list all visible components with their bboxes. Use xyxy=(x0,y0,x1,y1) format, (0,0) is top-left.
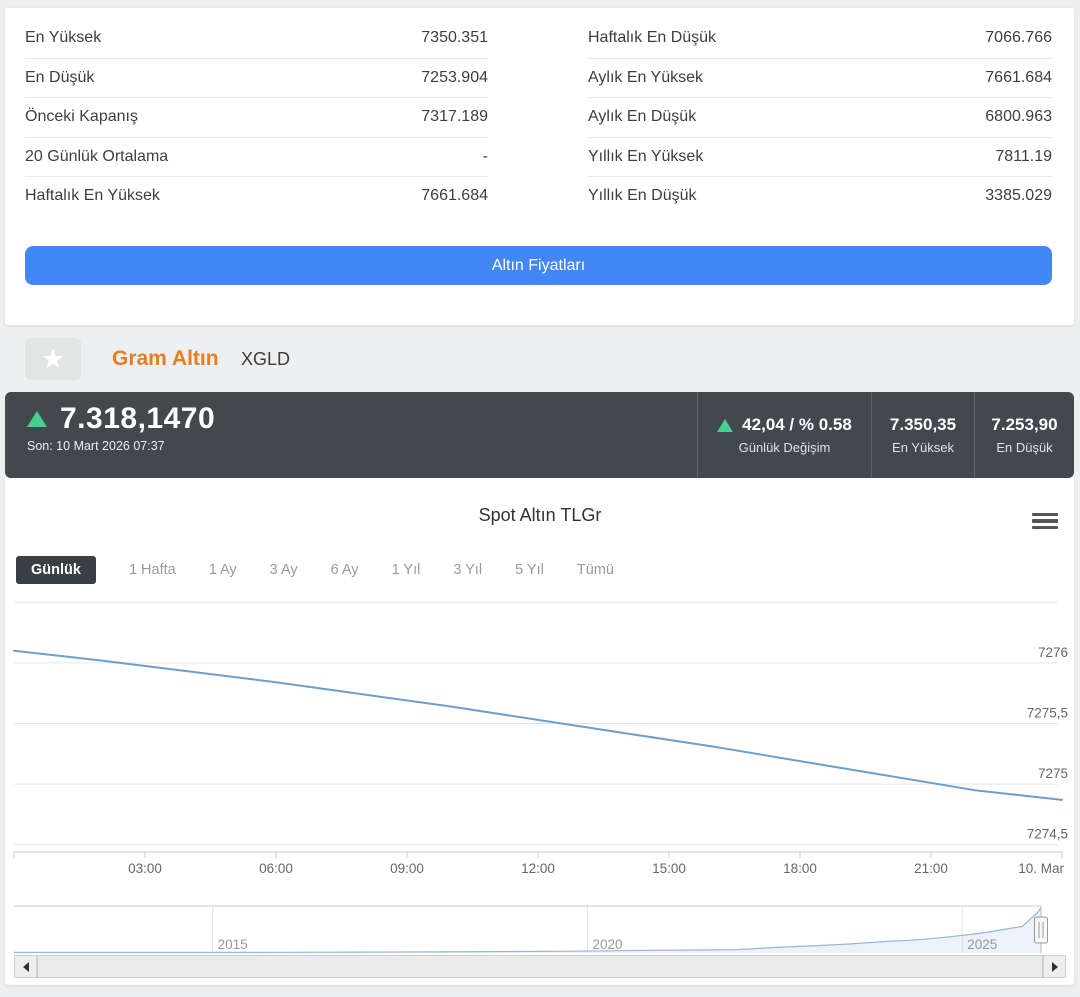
up-arrow-icon xyxy=(717,418,734,432)
stat-label: Aylık En Yüksek xyxy=(588,68,704,86)
y-axis-label: 7275 xyxy=(1038,766,1068,781)
range-tab-gunluk[interactable]: Günlük xyxy=(16,556,96,584)
stat-label: Yıllık En Yüksek xyxy=(588,147,704,165)
scroll-left-button[interactable] xyxy=(15,956,37,977)
scroll-right-button[interactable] xyxy=(1043,956,1065,977)
instrument-code: XGLD xyxy=(241,349,291,369)
y-axis-label: 7275,5 xyxy=(1027,706,1068,721)
chart-card xyxy=(5,478,1074,985)
x-axis-label: 10. Mar xyxy=(1018,861,1064,876)
x-axis-label: 12:00 xyxy=(521,861,555,876)
day-low-label: En Düşük xyxy=(996,440,1053,455)
y-axis-label: 7274,5 xyxy=(1027,827,1068,842)
stat-row: Haftalık En Yüksek 7661.684 xyxy=(25,177,488,216)
price-block: 7.318,1470 Son: 10 Mart 2026 07:37 xyxy=(27,402,215,453)
gold-prices-button[interactable]: Altın Fiyatları xyxy=(25,246,1052,285)
stat-label: 20 Günlük Ortalama xyxy=(25,147,169,165)
stat-value: 7661.684 xyxy=(985,68,1052,86)
stats-column-left: En Yüksek 7350.351 En Düşük 7253.904 Önc… xyxy=(25,19,488,216)
stat-row: Önceki Kapanış 7317.189 xyxy=(25,98,488,138)
range-tab-6ay[interactable]: 6 Ay xyxy=(330,562,359,578)
chart-title: Spot Altın TLGr xyxy=(478,505,602,525)
stat-label: En Düşük xyxy=(25,68,95,86)
range-tab-1yil[interactable]: 1 Yıl xyxy=(391,562,421,578)
scrollbar-thumb[interactable] xyxy=(37,956,1043,977)
price-bar-cells: 42,04 / % 0.58 Günlük Değişim 7.350,35 E… xyxy=(697,392,1074,478)
navigator-area-fill xyxy=(14,907,1041,953)
hamburger-icon xyxy=(1032,525,1058,530)
day-high-value: 7.350,35 xyxy=(889,415,957,434)
stat-value: 7317.189 xyxy=(421,108,488,126)
x-axis-label: 03:00 xyxy=(128,861,162,876)
up-arrow-icon xyxy=(27,411,47,427)
stat-row: 20 Günlük Ortalama - xyxy=(25,138,488,177)
stat-row: Yıllık En Düşük 3385.029 xyxy=(588,177,1052,216)
stat-value: 7661.684 xyxy=(421,187,488,205)
stats-column-right: Haftalık En Düşük 7066.766 Aylık En Yüks… xyxy=(588,19,1052,216)
day-low-value: 7.253,90 xyxy=(991,415,1058,434)
x-axis-label: 18:00 xyxy=(783,861,817,876)
price-series-line xyxy=(13,649,1063,801)
chart-scrollbar[interactable] xyxy=(14,955,1066,978)
favorite-button[interactable]: ★ xyxy=(25,338,81,380)
navigator-year-label: 2015 xyxy=(218,937,248,952)
stat-label: Önceki Kapanış xyxy=(25,108,138,126)
navigator-area[interactable] xyxy=(14,906,1041,953)
stat-value: 7066.766 xyxy=(985,29,1052,47)
stat-value: 6800.963 xyxy=(985,108,1052,126)
stat-label: Yıllık En Düşük xyxy=(588,187,697,205)
stat-label: En Yüksek xyxy=(25,29,102,47)
stat-value: 7253.904 xyxy=(421,68,488,86)
stat-row: Yıllık En Yüksek 7811.19 xyxy=(588,138,1052,177)
stat-row: En Yüksek 7350.351 xyxy=(25,19,488,59)
hamburger-icon xyxy=(1032,512,1058,517)
stat-label: Haftalık En Yüksek xyxy=(25,187,160,205)
stat-value: 7811.19 xyxy=(995,147,1052,165)
stat-label: Aylık En Düşük xyxy=(588,108,697,126)
day-high-label: En Yüksek xyxy=(892,440,954,455)
left-arrow-icon xyxy=(22,961,29,972)
star-icon: ★ xyxy=(40,343,66,374)
range-tab-1hafta[interactable]: 1 Hafta xyxy=(128,562,176,578)
navigator-handle[interactable] xyxy=(1034,916,1048,944)
range-tab-tumu[interactable]: Tümü xyxy=(576,562,614,578)
range-selector: Günlük 1 Hafta 1 Ay 3 Ay 6 Ay 1 Yıl 3 Yı… xyxy=(16,556,614,584)
stat-row: Aylık En Yüksek 7661.684 xyxy=(588,59,1052,98)
hamburger-icon xyxy=(1032,519,1058,523)
stat-value: 7350.351 xyxy=(421,29,488,47)
price-bar: 7.318,1470 Son: 10 Mart 2026 07:37 42,04… xyxy=(5,392,1074,478)
main-chart-plot-area[interactable] xyxy=(14,595,1062,852)
navigator-year-label: 2025 xyxy=(967,937,997,952)
stat-value: - xyxy=(482,147,488,165)
last-update: Son: 10 Mart 2026 07:37 xyxy=(27,439,165,453)
range-tab-1ay[interactable]: 1 Ay xyxy=(208,562,237,578)
stat-value: 3385.029 xyxy=(985,187,1052,205)
daily-change-label: Günlük Değişim xyxy=(738,440,831,455)
range-tab-5yil[interactable]: 5 Yıl xyxy=(515,562,544,578)
day-low-cell: 7.253,90 En Düşük xyxy=(974,392,1074,478)
day-high-cell: 7.350,35 En Yüksek xyxy=(871,392,974,478)
range-tab-3ay[interactable]: 3 Ay xyxy=(269,562,298,578)
instrument-name: Gram Altın xyxy=(112,347,219,370)
x-axis-label: 15:00 xyxy=(652,861,686,876)
right-arrow-icon xyxy=(1051,961,1058,972)
stat-row: Haftalık En Düşük 7066.766 xyxy=(588,19,1052,59)
x-axis-label: 06:00 xyxy=(259,861,293,876)
y-axis-label: 7276 xyxy=(1038,645,1068,660)
x-axis-label: 21:00 xyxy=(914,861,948,876)
navigator-year-label: 2020 xyxy=(592,937,622,952)
daily-change-cell: 42,04 / % 0.58 Günlük Değişim xyxy=(697,392,871,478)
chart-menu-button[interactable] xyxy=(1032,509,1058,533)
stat-label: Haftalık En Düşük xyxy=(588,29,717,47)
stat-row: Aylık En Düşük 6800.963 xyxy=(588,98,1052,138)
stats-card: En Yüksek 7350.351 En Düşük 7253.904 Önc… xyxy=(5,8,1074,325)
x-axis-label: 09:00 xyxy=(390,861,424,876)
range-tab-3yil[interactable]: 3 Yıl xyxy=(453,562,483,578)
navigator-series-line xyxy=(14,907,1042,954)
daily-change-value: 42,04 / % 0.58 xyxy=(742,415,852,434)
stat-row: En Düşük 7253.904 xyxy=(25,59,488,98)
last-price: 7.318,1470 xyxy=(60,402,216,435)
